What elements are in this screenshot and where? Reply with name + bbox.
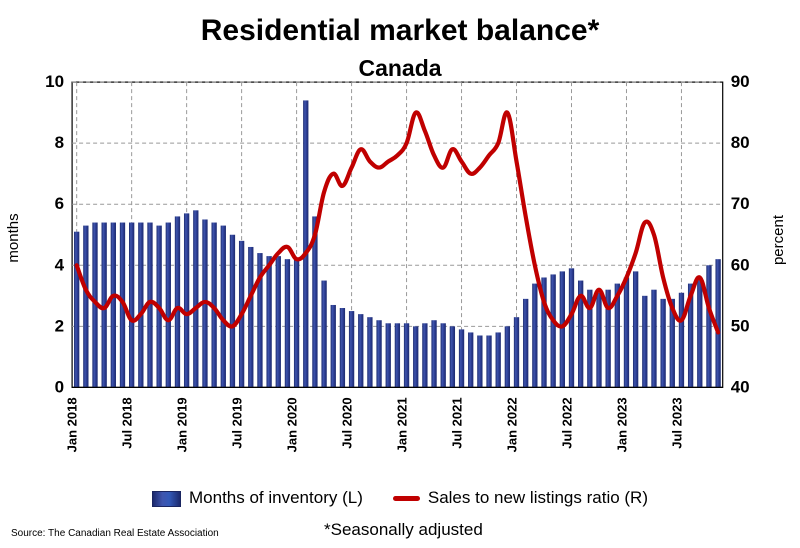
svg-text:Jan 2022: Jan 2022 (505, 397, 520, 452)
svg-text:50: 50 (731, 316, 750, 335)
svg-text:90: 90 (731, 72, 750, 91)
svg-text:60: 60 (731, 255, 750, 274)
svg-text:8: 8 (55, 133, 64, 152)
svg-text:Jul 2022: Jul 2022 (560, 397, 575, 448)
svg-text:Jul 2018: Jul 2018 (120, 397, 135, 448)
svg-text:Jul 2021: Jul 2021 (450, 397, 465, 448)
svg-text:Jul 2019: Jul 2019 (230, 397, 245, 448)
svg-text:2: 2 (55, 316, 64, 335)
svg-text:Jan 2020: Jan 2020 (285, 397, 300, 452)
svg-text:Jul 2020: Jul 2020 (340, 397, 355, 448)
svg-text:Jan 2023: Jan 2023 (614, 397, 629, 452)
svg-text:Jan 2021: Jan 2021 (395, 397, 410, 452)
svg-text:0: 0 (55, 377, 64, 396)
svg-text:Jul 2023: Jul 2023 (669, 397, 684, 448)
svg-text:70: 70 (731, 194, 750, 213)
svg-text:40: 40 (731, 377, 750, 396)
svg-text:4: 4 (55, 255, 65, 274)
svg-text:80: 80 (731, 133, 750, 152)
svg-text:months: months (5, 213, 22, 262)
svg-text:10: 10 (45, 72, 64, 91)
svg-text:percent: percent (770, 214, 787, 265)
svg-text:Jan 2018: Jan 2018 (65, 397, 80, 452)
svg-text:Jan 2019: Jan 2019 (175, 397, 190, 452)
svg-text:6: 6 (55, 194, 64, 213)
